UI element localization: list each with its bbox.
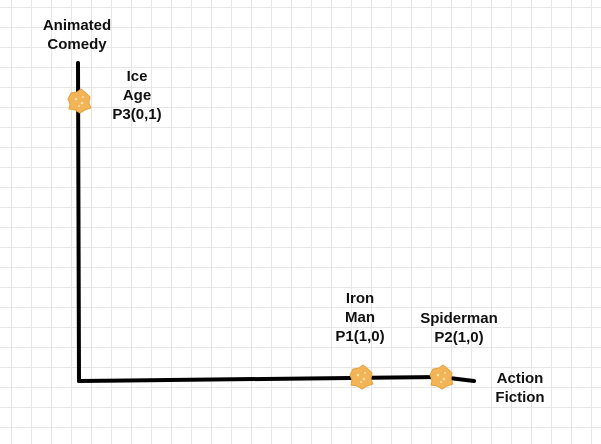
point-label-line: Man <box>345 309 375 326</box>
point-label-line: P3(0,1) <box>112 106 162 123</box>
point-label-line: P2(1,0) <box>434 329 484 346</box>
x-axis-label-line: Action <box>496 370 544 387</box>
y-axis-label-line: Comedy <box>47 36 107 53</box>
y-axis-label: Animated Comedy <box>29 16 125 54</box>
y-axis <box>76 61 81 383</box>
point-label-line: Ice <box>126 68 148 85</box>
x-axis-label-line: Fiction <box>495 389 545 406</box>
point-label-iron-man: Iron Man P1(1,0) <box>320 289 400 346</box>
point-label-line: Spiderman <box>420 310 498 327</box>
point-label-line: P1(1,0) <box>335 328 385 345</box>
splat-icon <box>429 364 454 390</box>
x-axis <box>77 375 476 383</box>
point-label-line: Iron <box>345 290 375 307</box>
point-label-spiderman: Spiderman P2(1,0) <box>411 309 507 347</box>
point-label-line: Age <box>122 87 152 104</box>
splat-icon <box>67 88 92 114</box>
point-label-ice-age: Ice Age P3(0,1) <box>97 67 177 124</box>
splat-icon <box>349 364 374 390</box>
y-axis-label-line: Animated <box>42 17 112 34</box>
x-axis-label: Action Fiction <box>481 369 559 407</box>
